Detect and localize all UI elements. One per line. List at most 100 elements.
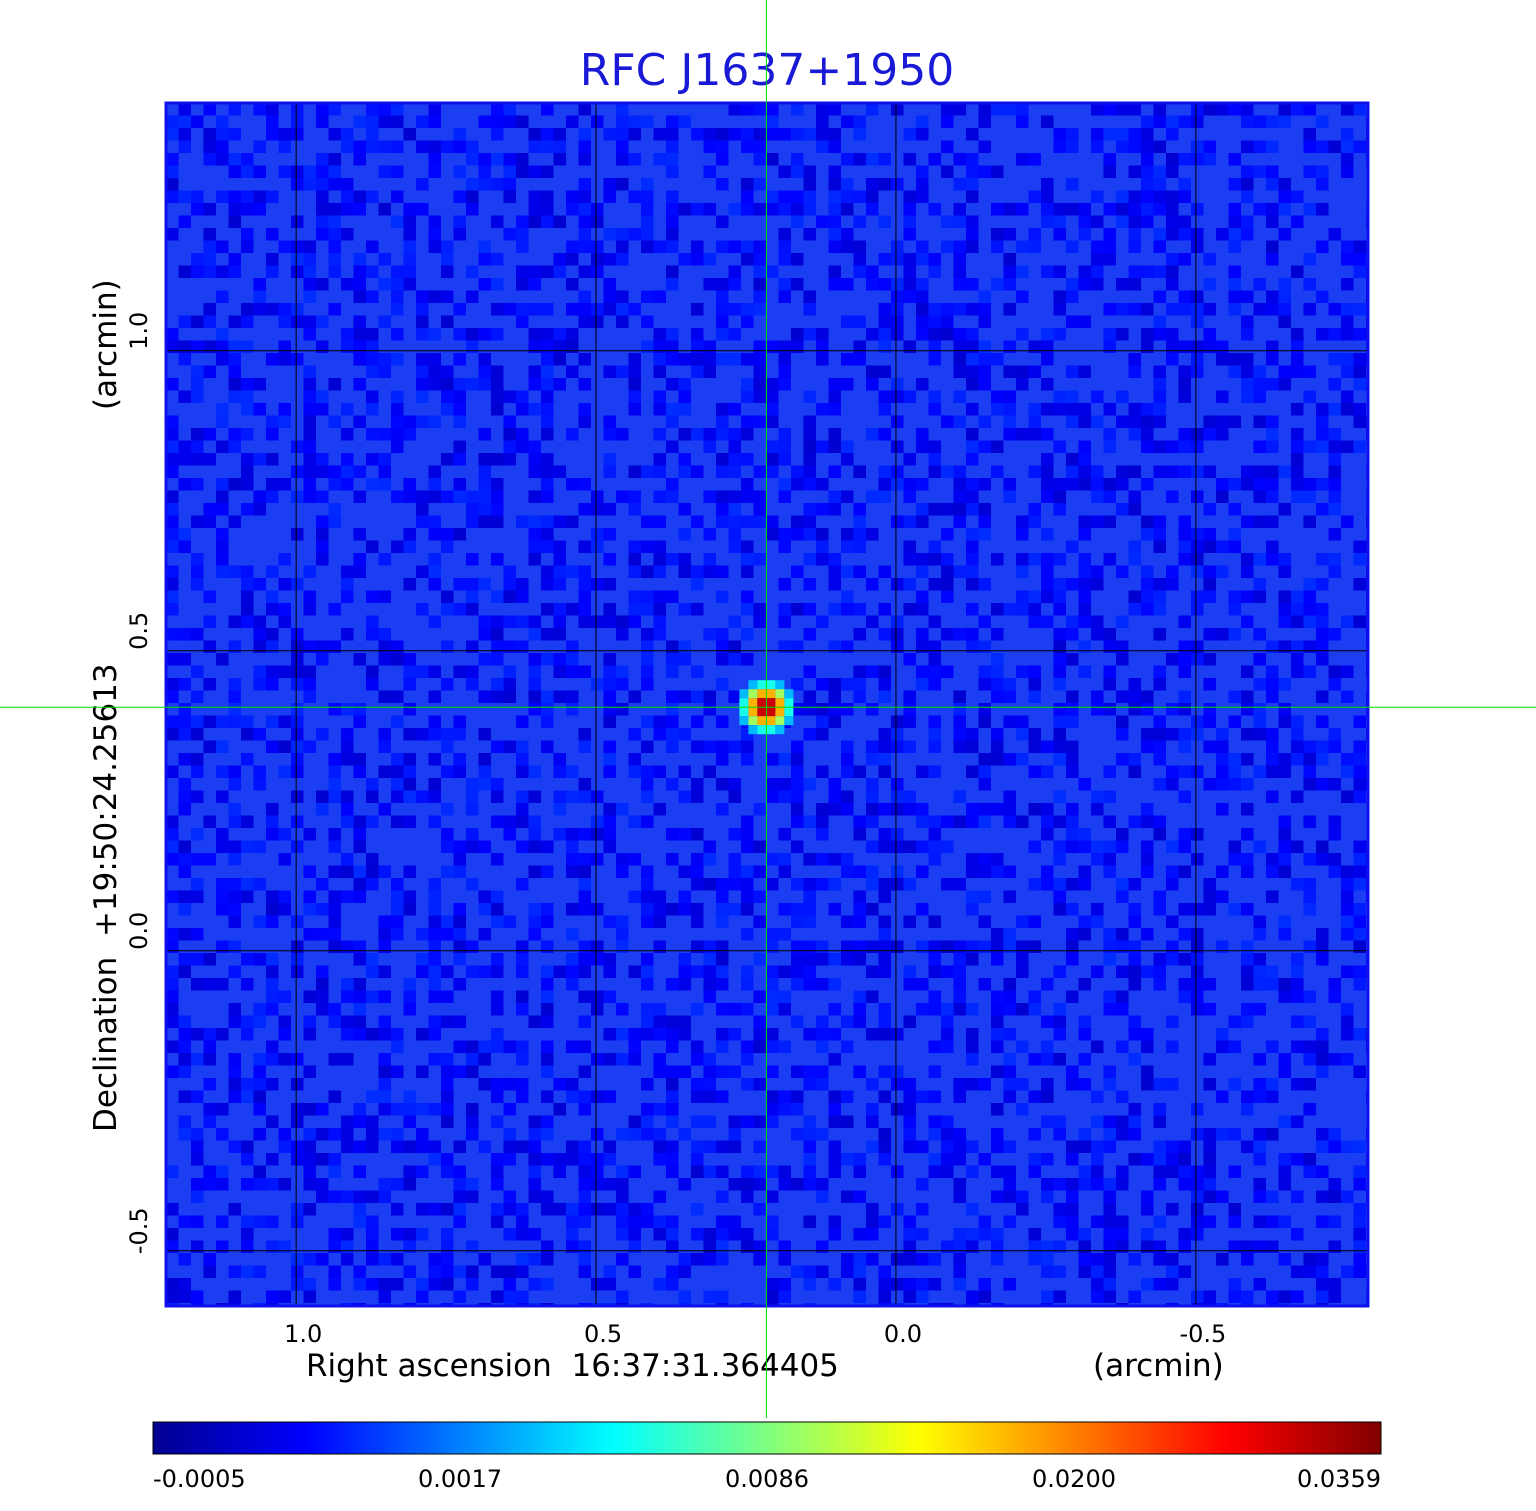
noise-pixel	[416, 503, 429, 516]
noise-pixel	[166, 178, 179, 191]
source-pixel	[748, 707, 758, 717]
noise-pixel	[791, 278, 804, 291]
noise-pixel	[1303, 615, 1316, 628]
noise-pixel	[816, 715, 829, 728]
noise-pixel	[791, 103, 804, 116]
noise-pixel	[1253, 278, 1266, 291]
noise-pixel	[1241, 590, 1254, 603]
noise-pixel	[953, 265, 966, 278]
noise-pixel	[466, 1265, 479, 1278]
noise-pixel	[166, 1290, 179, 1303]
noise-pixel	[553, 253, 566, 266]
noise-pixel	[1278, 315, 1291, 328]
noise-pixel	[266, 1153, 279, 1166]
noise-pixel	[866, 378, 879, 391]
noise-pixel	[853, 915, 866, 928]
noise-pixel	[441, 1078, 454, 1091]
noise-pixel	[241, 1265, 254, 1278]
noise-pixel	[291, 640, 304, 653]
noise-pixel	[916, 1090, 929, 1103]
noise-pixel	[728, 528, 741, 541]
noise-pixel	[278, 553, 291, 566]
noise-pixel	[291, 753, 304, 766]
noise-pixel	[191, 265, 204, 278]
noise-pixel	[803, 778, 816, 791]
noise-pixel	[753, 990, 766, 1003]
noise-pixel	[1303, 590, 1316, 603]
noise-pixel	[1241, 1103, 1254, 1116]
noise-pixel	[1328, 778, 1341, 791]
noise-pixel	[853, 1165, 866, 1178]
noise-pixel	[766, 853, 779, 866]
noise-pixel	[991, 103, 1004, 116]
noise-pixel	[316, 803, 329, 816]
noise-pixel	[941, 215, 954, 228]
noise-pixel	[641, 715, 654, 728]
noise-pixel	[853, 690, 866, 703]
noise-pixel	[691, 1003, 704, 1016]
noise-pixel	[441, 490, 454, 503]
noise-pixel	[616, 1190, 629, 1203]
noise-pixel	[1103, 1178, 1116, 1191]
noise-pixel	[691, 465, 704, 478]
noise-pixel	[853, 1015, 866, 1028]
noise-pixel	[716, 428, 729, 441]
noise-pixel	[1316, 403, 1329, 416]
noise-pixel	[1203, 303, 1216, 316]
noise-pixel	[878, 890, 891, 903]
noise-pixel	[1291, 640, 1304, 653]
noise-pixel	[766, 928, 779, 941]
noise-pixel	[703, 428, 716, 441]
noise-pixel	[928, 965, 941, 978]
noise-pixel	[391, 415, 404, 428]
noise-pixel	[228, 1265, 241, 1278]
noise-pixel	[678, 603, 691, 616]
noise-pixel	[1028, 553, 1041, 566]
noise-pixel	[241, 240, 254, 253]
noise-pixel	[166, 815, 179, 828]
noise-pixel	[1078, 878, 1091, 891]
noise-pixel	[366, 240, 379, 253]
noise-pixel	[391, 890, 404, 903]
noise-pixel	[303, 1165, 316, 1178]
noise-pixel	[1153, 678, 1166, 691]
noise-pixel	[291, 103, 304, 116]
noise-pixel	[878, 728, 891, 741]
noise-pixel	[1091, 240, 1104, 253]
noise-pixel	[953, 353, 966, 366]
noise-pixel	[816, 815, 829, 828]
noise-pixel	[803, 1140, 816, 1153]
noise-pixel	[1041, 528, 1054, 541]
noise-pixel	[1153, 1153, 1166, 1166]
noise-pixel	[366, 665, 379, 678]
noise-pixel	[1216, 1128, 1229, 1141]
noise-pixel	[928, 265, 941, 278]
noise-pixel	[866, 740, 879, 753]
noise-pixel	[1116, 878, 1129, 891]
noise-pixel	[1341, 165, 1354, 178]
noise-pixel	[191, 628, 204, 641]
noise-pixel	[341, 990, 354, 1003]
source-pixel	[748, 680, 758, 690]
noise-pixel	[391, 790, 404, 803]
noise-pixel	[316, 965, 329, 978]
noise-pixel	[391, 1028, 404, 1041]
noise-pixel	[328, 765, 341, 778]
noise-pixel	[953, 1153, 966, 1166]
noise-pixel	[178, 453, 191, 466]
noise-pixel	[1316, 553, 1329, 566]
noise-pixel	[203, 503, 216, 516]
noise-pixel	[516, 803, 529, 816]
noise-pixel	[278, 740, 291, 753]
noise-pixel	[1341, 890, 1354, 903]
noise-pixel	[1228, 715, 1241, 728]
noise-pixel	[666, 215, 679, 228]
noise-pixel	[553, 603, 566, 616]
noise-pixel	[803, 178, 816, 191]
noise-pixel	[841, 565, 854, 578]
noise-pixel	[653, 728, 666, 741]
noise-pixel	[491, 953, 504, 966]
noise-pixel	[1228, 853, 1241, 866]
noise-pixel	[291, 1215, 304, 1228]
noise-pixel	[653, 390, 666, 403]
